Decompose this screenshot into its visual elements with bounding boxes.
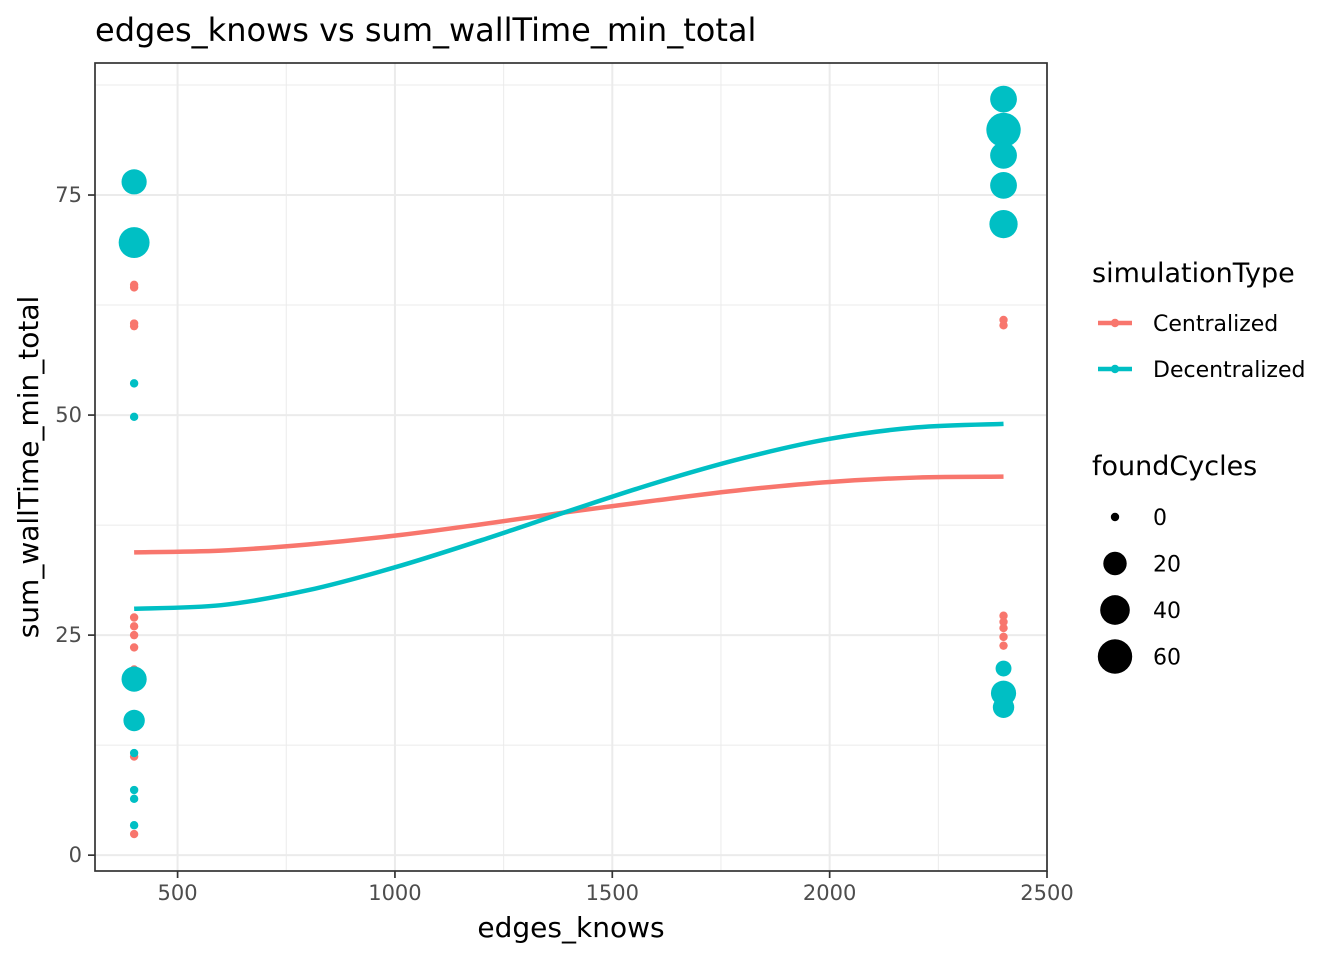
data-point-decentralized — [990, 142, 1017, 169]
legend-key-point — [1110, 364, 1120, 374]
smooth-lines — [134, 421, 1004, 611]
minor-gridlines — [95, 63, 1047, 871]
data-point-decentralized — [995, 660, 1012, 677]
data-point-centralized — [129, 283, 139, 292]
legend-key-point — [1110, 318, 1120, 328]
data-point-centralized — [129, 321, 139, 331]
data-point-decentralized — [990, 85, 1017, 113]
y-axis: 0 25 50 75 — [55, 183, 95, 867]
y-tick-label: 75 — [55, 183, 82, 207]
legend-size-title: foundCycles — [1092, 451, 1257, 482]
x-tick-label: 1000 — [368, 881, 421, 905]
y-tick-label: 25 — [55, 623, 82, 647]
legend-size-key — [1100, 595, 1130, 625]
smooth-line-decentralized — [134, 421, 1004, 611]
scatter-points — [118, 85, 1021, 839]
x-axis: 500 1000 1500 2000 2500 — [158, 871, 1074, 905]
data-point-centralized — [999, 321, 1008, 330]
data-point-centralized — [129, 622, 139, 631]
data-point-centralized — [999, 632, 1008, 642]
data-point-decentralized — [992, 696, 1015, 718]
data-point-centralized — [999, 623, 1008, 633]
data-point-centralized — [999, 611, 1008, 620]
data-point-centralized — [129, 829, 139, 839]
data-point-decentralized — [986, 112, 1021, 148]
legend-color-label: Centralized — [1153, 312, 1278, 337]
legend-size-label: 60 — [1153, 646, 1181, 671]
legend-size-key — [1097, 639, 1133, 674]
data-point-decentralized — [123, 709, 145, 732]
data-point-centralized — [999, 641, 1008, 650]
data-point-centralized — [999, 617, 1008, 627]
data-point-decentralized — [989, 209, 1018, 239]
x-axis-title: edges_knows — [477, 911, 664, 944]
data-point-decentralized — [129, 785, 139, 795]
y-tick-label: 0 — [69, 843, 82, 867]
data-point-centralized — [129, 643, 139, 652]
data-point-decentralized — [121, 169, 147, 195]
y-tick-label: 50 — [55, 403, 82, 427]
data-point-centralized — [129, 630, 139, 640]
legend-size-key — [1103, 551, 1127, 576]
data-point-decentralized — [129, 412, 139, 422]
y-axis-title: sum_wallTime_min_total — [12, 296, 45, 639]
chart-title: edges_knows vs sum_wallTime_min_total — [95, 11, 756, 49]
legend-size-label: 40 — [1153, 599, 1181, 624]
x-tick-label: 500 — [158, 881, 198, 905]
data-point-decentralized — [129, 794, 139, 804]
legend-size-label: 20 — [1153, 553, 1181, 578]
legend-color-entries: Centralized Decentralized — [1098, 312, 1305, 383]
data-point-decentralized — [990, 171, 1017, 199]
x-tick-label: 2500 — [1020, 881, 1073, 905]
legend-color-label: Decentralized — [1153, 358, 1305, 383]
data-point-decentralized — [121, 666, 147, 692]
data-point-decentralized — [129, 821, 139, 830]
legend-size-label: 0 — [1153, 506, 1167, 531]
legend-size-entries: 0 20 40 60 — [1097, 506, 1181, 674]
data-point-decentralized — [118, 227, 150, 259]
data-point-centralized — [129, 613, 139, 622]
plot-panel — [94, 62, 1048, 872]
legend: simulationType CentralizedDecentralized … — [1092, 258, 1305, 674]
panel-background — [95, 63, 1047, 871]
x-tick-label: 1500 — [586, 881, 639, 905]
panel-border — [94, 62, 1048, 872]
data-point-decentralized — [129, 748, 139, 758]
legend-color-title: simulationType — [1092, 258, 1295, 289]
x-tick-label: 2000 — [803, 881, 856, 905]
legend-size-key — [1110, 512, 1120, 522]
data-point-decentralized — [129, 379, 139, 388]
